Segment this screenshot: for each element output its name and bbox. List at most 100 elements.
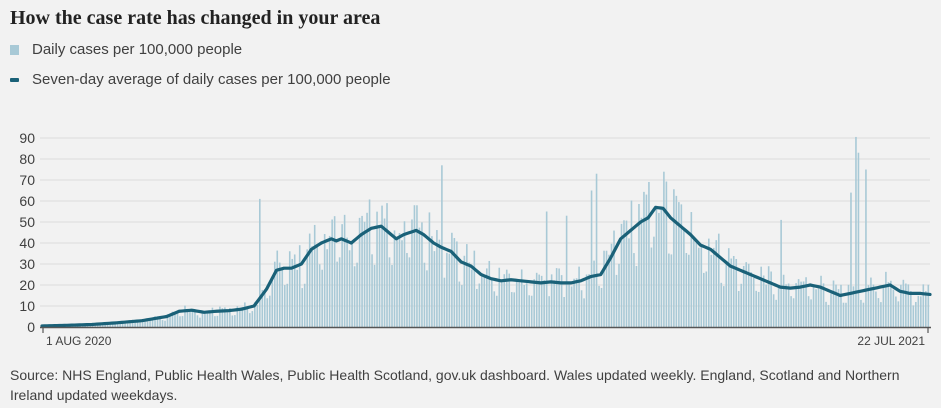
daily-case-bar — [705, 271, 708, 327]
daily-case-bar — [600, 287, 603, 327]
daily-case-bar — [545, 211, 548, 327]
daily-case-bar — [605, 250, 608, 327]
daily-case-bar — [490, 278, 493, 327]
daily-case-bar — [852, 286, 855, 327]
y-tick-label: 50 — [19, 214, 35, 230]
daily-case-bar — [538, 274, 540, 327]
daily-case-bar — [837, 289, 840, 327]
daily-case-bar — [91, 325, 94, 327]
daily-case-bar — [712, 247, 715, 327]
daily-case-bar — [121, 322, 124, 327]
legend-bars-label: Daily cases per 100,000 people — [32, 41, 243, 58]
daily-case-bar — [146, 321, 149, 327]
daily-case-bar — [618, 263, 620, 327]
daily-case-bar — [910, 291, 912, 327]
daily-case-bar — [802, 281, 805, 327]
daily-case-bar — [520, 269, 523, 327]
daily-case-bar — [608, 254, 610, 327]
daily-case-bar — [628, 238, 630, 327]
daily-case-bar — [401, 240, 403, 327]
daily-case-bar — [336, 261, 338, 327]
daily-case-bar — [675, 195, 678, 327]
daily-case-bar — [767, 266, 770, 327]
daily-case-bar — [131, 319, 134, 327]
daily-case-bar — [224, 307, 226, 327]
daily-case-bar — [313, 224, 316, 327]
daily-case-bar — [670, 254, 673, 327]
seven-day-average-line — [40, 205, 932, 328]
daily-case-bar — [623, 220, 625, 327]
daily-case-bar — [892, 289, 895, 327]
daily-case-bar — [912, 305, 915, 327]
daily-case-bar — [660, 207, 663, 327]
daily-case-bar — [308, 233, 311, 327]
daily-case-bar — [181, 316, 184, 327]
daily-case-bar — [790, 296, 792, 327]
daily-case-bar — [503, 274, 506, 327]
daily-case-bar — [186, 309, 189, 327]
daily-case-bar — [303, 283, 306, 327]
daily-case-bar — [890, 280, 892, 327]
daily-case-bar — [703, 272, 705, 327]
y-tick-label: 90 — [19, 130, 35, 146]
daily-case-bar — [273, 261, 276, 327]
daily-case-bar — [189, 311, 191, 327]
daily-case-bar — [413, 205, 416, 327]
daily-case-bar — [259, 198, 261, 327]
y-tick-label: 80 — [19, 151, 35, 167]
daily-case-bar — [877, 298, 880, 327]
daily-case-bar — [558, 268, 560, 327]
daily-case-bar — [643, 191, 645, 327]
daily-case-bar — [466, 244, 468, 327]
daily-case-bar — [154, 316, 156, 327]
daily-case-bar — [515, 279, 518, 327]
daily-case-bar — [810, 299, 812, 327]
daily-case-bar — [513, 292, 516, 327]
daily-case-bar — [755, 290, 757, 327]
daily-case-bar — [316, 245, 318, 327]
daily-case-bar — [498, 267, 501, 327]
daily-case-bar — [835, 284, 837, 327]
daily-case-bar — [638, 204, 640, 327]
daily-case-bar — [750, 272, 752, 327]
daily-case-bar — [905, 283, 907, 327]
daily-case-bar — [897, 301, 900, 327]
daily-case-bar — [176, 311, 179, 327]
daily-case-bar — [902, 279, 905, 327]
daily-case-bar — [915, 301, 917, 327]
daily-case-bar — [406, 252, 408, 327]
daily-case-bar — [408, 257, 411, 327]
daily-case-bar — [780, 219, 782, 327]
daily-case-bar — [216, 315, 219, 327]
legend-item-seven-day-average: Seven-day average of daily cases per 100… — [10, 71, 391, 88]
daily-case-bar — [920, 296, 922, 327]
daily-case-bar — [301, 288, 304, 327]
daily-case-bar — [214, 316, 216, 327]
daily-case-bar — [436, 230, 438, 327]
legend-line-label: Seven-day average of daily cases per 100… — [32, 71, 391, 88]
daily-case-bar — [525, 283, 528, 327]
daily-case-bar — [555, 268, 558, 327]
daily-case-bar — [323, 233, 326, 327]
daily-case-bar — [298, 245, 301, 327]
legend-line-swatch — [10, 77, 19, 82]
daily-case-bar — [486, 268, 488, 327]
daily-case-bar — [164, 320, 166, 327]
daily-case-bar — [917, 295, 920, 327]
daily-case-bar — [201, 311, 204, 327]
daily-case-bar — [266, 298, 269, 327]
daily-case-bar — [540, 275, 543, 327]
daily-case-bar — [283, 285, 286, 327]
daily-case-bar — [398, 233, 401, 327]
y-axis-labels: 0 10 20 30 40 50 60 70 80 90 — [19, 130, 35, 335]
daily-case-bar — [403, 221, 406, 327]
daily-case-bar — [476, 288, 478, 327]
daily-case-bar — [136, 319, 139, 327]
daily-case-bar — [443, 277, 446, 327]
daily-case-bar — [144, 321, 146, 327]
daily-case-bar — [353, 266, 356, 327]
daily-case-bar — [805, 277, 807, 327]
daily-case-bar — [321, 269, 323, 327]
daily-case-bar — [139, 320, 141, 327]
